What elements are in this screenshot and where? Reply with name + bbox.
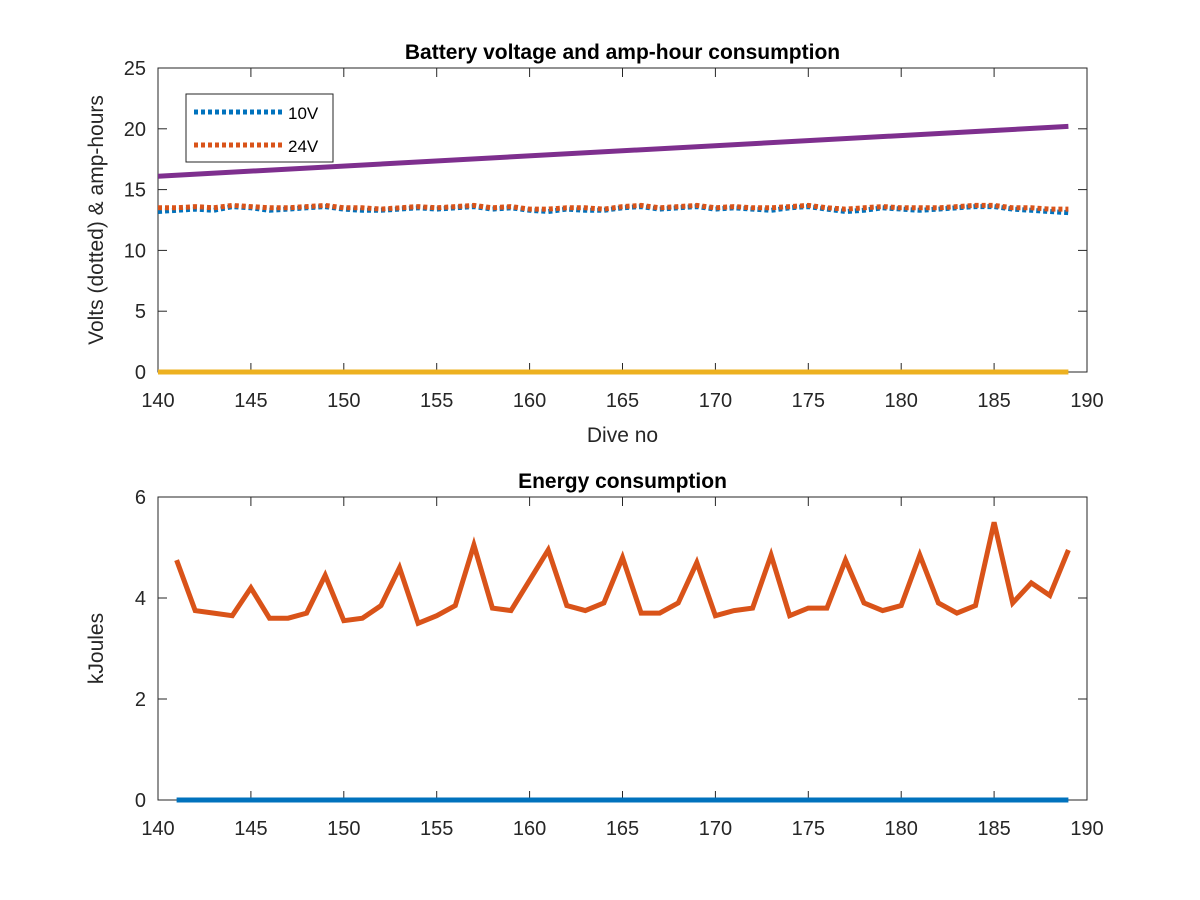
x-tick-label: 150 <box>327 818 360 840</box>
voltage-amp-hour-chart: 140 145 150 155 160 165 170 175 180 185 190 0 5 10 15 2… <box>85 41 1104 447</box>
series-line-volts24 <box>158 202 1069 212</box>
x-tick-label: 155 <box>420 390 453 412</box>
y-tick-label: 5 <box>135 301 146 323</box>
x-tick-label: 170 <box>699 818 732 840</box>
x-tick-label: 160 <box>513 390 546 412</box>
y-tick-label: 6 <box>135 487 146 509</box>
y-tick-label: 0 <box>135 362 146 384</box>
y-tick-label: 0 <box>135 790 146 812</box>
x-tick-label: 175 <box>792 818 825 840</box>
x-tick-label: 175 <box>792 390 825 412</box>
x-tick-label: 180 <box>885 818 918 840</box>
x-axis-label: Dive no <box>587 424 658 447</box>
energy-consumption-chart: 140 145 150 155 160 165 170 175 180 185 190 0 2 4 6 Ene… <box>85 470 1104 840</box>
y-tick-label: 10 <box>124 240 146 262</box>
legend-label: 24V <box>288 137 319 156</box>
x-tick-label: 190 <box>1070 818 1103 840</box>
x-tick-label: 155 <box>420 818 453 840</box>
x-tick-label: 190 <box>1070 390 1103 412</box>
x-tick-label: 170 <box>699 390 732 412</box>
x-tick-label: 145 <box>234 390 267 412</box>
series-line-energy24 <box>174 521 1071 627</box>
legend-box <box>185 93 334 163</box>
x-tick-label: 140 <box>141 390 174 412</box>
y-tick-label: 15 <box>124 180 146 202</box>
y-tick-label: 20 <box>124 119 146 141</box>
chart-title: Energy consumption <box>518 470 727 493</box>
x-tick-label: 160 <box>513 818 546 840</box>
series-line-ampHours10 <box>158 123 1069 179</box>
plot-area <box>157 496 1088 801</box>
x-tick-label: 145 <box>234 818 267 840</box>
x-tick-label: 150 <box>327 390 360 412</box>
y-axis-label: Volts (dotted) & amp-hours <box>85 95 108 345</box>
x-tick-label: 165 <box>606 390 639 412</box>
x-tick-label: 165 <box>606 818 639 840</box>
y-axis-label: kJoules <box>85 613 108 684</box>
x-tick-label: 180 <box>885 390 918 412</box>
x-tick-label: 185 <box>977 818 1010 840</box>
y-tick-label: 4 <box>135 588 146 610</box>
legend: 10V 24V <box>185 93 334 163</box>
legend-label: 10V <box>288 104 319 123</box>
x-tick-label: 140 <box>141 818 174 840</box>
y-tick-label: 2 <box>135 689 146 711</box>
x-tick-label: 185 <box>977 390 1010 412</box>
y-tick-label: 25 <box>124 58 146 80</box>
chart-title: Battery voltage and amp-hour consumption <box>405 41 840 64</box>
